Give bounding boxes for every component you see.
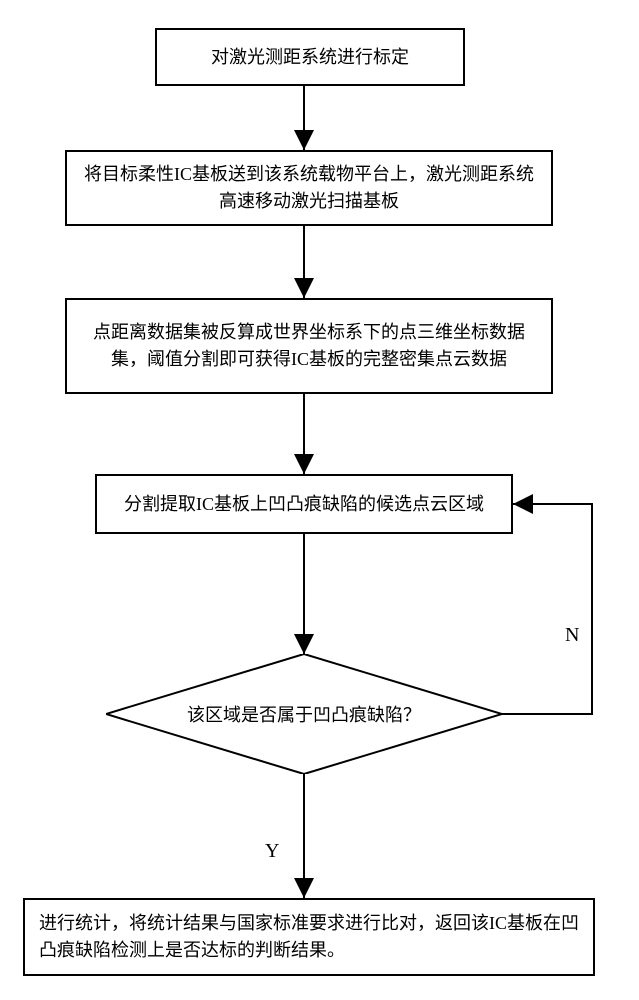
arrow-1 [0,0,639,1000]
